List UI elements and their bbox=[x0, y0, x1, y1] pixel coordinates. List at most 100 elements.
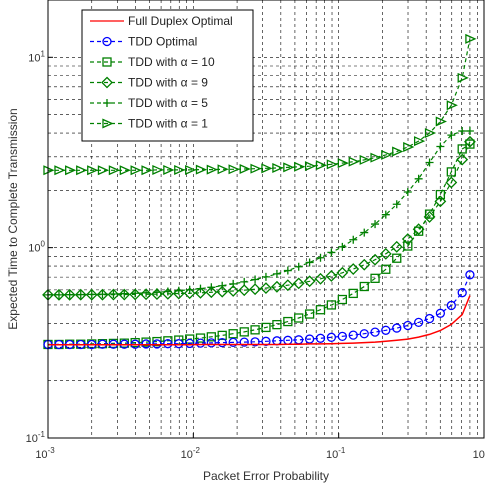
triangle-marker bbox=[435, 116, 447, 127]
y-axis-label: Expected Time to Complete Transmission bbox=[6, 108, 20, 329]
circle-marker bbox=[337, 331, 347, 341]
diamond-marker bbox=[292, 277, 305, 290]
triangle-marker bbox=[239, 163, 251, 174]
square-marker bbox=[261, 322, 271, 333]
circle-marker bbox=[446, 300, 456, 311]
legend-box bbox=[81, 9, 254, 142]
circle-marker bbox=[206, 338, 216, 348]
square-marker bbox=[337, 294, 347, 305]
axis-ticks: 10-3 10-2 10-1 100 10-1 100 101 bbox=[26, 49, 485, 461]
plus-marker bbox=[294, 262, 303, 271]
diamond-marker bbox=[129, 288, 142, 301]
plus-marker bbox=[414, 174, 423, 183]
triangle-marker bbox=[87, 165, 99, 176]
legend-entry: TDD with α = 1 bbox=[90, 117, 208, 131]
circle-marker bbox=[217, 337, 227, 348]
square-marker bbox=[326, 300, 337, 310]
circle-marker bbox=[403, 320, 413, 331]
diamond-marker bbox=[161, 287, 174, 300]
x-tick-label: 100 bbox=[473, 446, 485, 461]
square-marker bbox=[370, 273, 380, 283]
square-marker bbox=[435, 189, 446, 200]
circle-marker bbox=[457, 288, 467, 298]
plus-marker bbox=[465, 127, 474, 136]
triangle-marker bbox=[206, 164, 218, 175]
square-marker bbox=[102, 57, 112, 67]
square-marker bbox=[195, 333, 206, 343]
triangle-marker bbox=[185, 164, 197, 175]
plot-frame bbox=[47, 0, 485, 439]
diamond-marker bbox=[249, 283, 262, 296]
plus-marker bbox=[447, 131, 456, 140]
triangle-marker bbox=[174, 164, 186, 175]
square-marker bbox=[294, 313, 304, 323]
triangle-marker bbox=[315, 160, 328, 171]
triangle-marker bbox=[141, 165, 153, 176]
triangle-marker bbox=[424, 128, 437, 139]
plus-marker bbox=[436, 142, 445, 151]
circle-marker bbox=[261, 336, 271, 346]
diamond-marker bbox=[401, 233, 414, 245]
plus-marker bbox=[131, 289, 140, 298]
triangle-marker bbox=[348, 156, 360, 167]
triangle-marker bbox=[261, 163, 273, 174]
diamond-marker bbox=[303, 275, 316, 288]
x-tick-label: 10-1 bbox=[326, 446, 346, 461]
square-marker bbox=[457, 144, 467, 154]
plus-marker bbox=[425, 158, 434, 167]
circle-marker bbox=[413, 317, 424, 328]
diamond-marker bbox=[63, 288, 76, 301]
square-marker bbox=[272, 319, 282, 330]
diamond-marker bbox=[216, 285, 229, 298]
plus-marker bbox=[283, 266, 292, 275]
circle-marker bbox=[174, 339, 184, 349]
diamond-marker bbox=[260, 282, 272, 295]
circle-marker bbox=[163, 339, 173, 349]
triangle-marker bbox=[102, 118, 114, 129]
plus-marker bbox=[261, 272, 270, 281]
triangle-marker bbox=[465, 33, 477, 44]
diamond-marker bbox=[423, 211, 436, 223]
triangle-marker bbox=[457, 72, 469, 83]
triangle-marker bbox=[304, 161, 317, 172]
plus-marker bbox=[316, 253, 325, 262]
legend-entry: TDD with α = 10 bbox=[90, 55, 215, 69]
triangle-marker bbox=[294, 161, 306, 172]
series-line bbox=[48, 295, 471, 346]
triangle-marker bbox=[359, 154, 371, 165]
triangle-marker bbox=[65, 165, 77, 176]
square-marker bbox=[392, 253, 402, 263]
triangle-marker bbox=[108, 165, 121, 176]
series-1 bbox=[48, 295, 471, 346]
diamond-marker bbox=[194, 286, 207, 299]
square-marker bbox=[359, 281, 369, 292]
series-layer bbox=[42, 33, 477, 350]
plus-marker bbox=[185, 285, 194, 294]
plus-marker bbox=[392, 200, 401, 209]
square-marker bbox=[283, 316, 293, 327]
y-tick-label: 100 bbox=[28, 240, 45, 255]
plus-marker bbox=[371, 220, 380, 229]
triangle-marker bbox=[163, 164, 175, 175]
legend-entry: TDD Optimal bbox=[90, 35, 197, 49]
square-marker bbox=[217, 330, 227, 341]
plus-marker bbox=[218, 281, 227, 290]
square-marker bbox=[206, 332, 216, 342]
circle-marker bbox=[315, 333, 326, 343]
square-marker bbox=[465, 139, 475, 149]
legend: Full Duplex Optimal TDD Optimal TDD with α… bbox=[81, 9, 254, 142]
diamond-marker bbox=[456, 153, 469, 166]
square-marker bbox=[250, 325, 260, 335]
plus-marker bbox=[327, 248, 336, 257]
diamond-marker bbox=[74, 288, 87, 301]
triangle-marker bbox=[381, 149, 393, 160]
triangle-marker bbox=[392, 146, 404, 157]
diamond-marker bbox=[281, 279, 294, 292]
circle-marker bbox=[102, 36, 112, 47]
triangle-marker bbox=[370, 152, 382, 163]
triangle-marker bbox=[76, 165, 88, 176]
circle-marker bbox=[228, 337, 238, 348]
diamond-marker bbox=[369, 253, 381, 266]
triangle-marker bbox=[326, 159, 338, 170]
legend-label: Full Duplex Optimal bbox=[128, 14, 233, 28]
